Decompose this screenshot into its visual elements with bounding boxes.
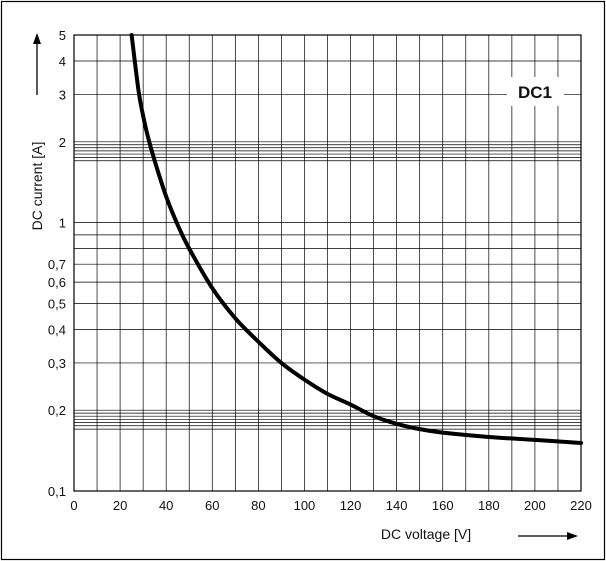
legend: DC1 (507, 77, 564, 106)
y-tick-label: 0,4 (48, 322, 66, 337)
x-axis-arrow-icon (518, 532, 578, 540)
series-layer (129, 33, 583, 445)
x-axis-label: DC voltage [V] (381, 526, 471, 542)
y-tick-label: 0,7 (48, 257, 66, 272)
y-tick-label: 0,3 (48, 356, 66, 371)
x-tick-label: 0 (70, 498, 77, 513)
legend-background (507, 77, 564, 106)
y-tick-label: 5 (59, 28, 66, 43)
y-tick-label: 2 (59, 135, 66, 150)
y-tick-labels: 0,1 0,2 0,3 0,4 0,5 0,6 0,7 1 2 3 4 5 (48, 28, 66, 499)
grid-layer (73, 34, 582, 492)
x-tick-label: 140 (386, 498, 408, 513)
x-tick-label: 100 (294, 498, 316, 513)
y-tick-label: 0,2 (48, 403, 66, 418)
axis-labels: DC current [A] DC voltage [V] (29, 33, 578, 542)
y-tick-label: 4 (59, 54, 66, 69)
legend-label-dc1: DC1 (518, 83, 552, 102)
y-axis-arrow-icon (33, 33, 41, 95)
y-tick-label: 1 (59, 216, 66, 231)
x-tick-label: 20 (113, 498, 127, 513)
x-tick-label: 220 (570, 498, 592, 513)
y-tick-label: 0,6 (48, 275, 66, 290)
y-tick-label: 0,5 (48, 296, 66, 311)
y-axis-label: DC current [A] (29, 142, 45, 231)
x-tick-label: 160 (432, 498, 454, 513)
plot-area (73, 34, 582, 492)
series-line-dc1 (129, 33, 583, 445)
x-tick-label: 60 (205, 498, 219, 513)
y-tick-label: 3 (59, 88, 66, 103)
x-tick-label: 120 (340, 498, 362, 513)
x-tick-label: 80 (251, 498, 265, 513)
plot-border (73, 34, 582, 492)
x-tick-label: 40 (159, 498, 173, 513)
x-tick-label: 180 (478, 498, 500, 513)
x-tick-labels: 0 20 40 60 80 100 120 140 160 180 200 220 (70, 498, 591, 513)
y-tick-label: 0,1 (48, 484, 66, 499)
x-tick-label: 200 (524, 498, 546, 513)
